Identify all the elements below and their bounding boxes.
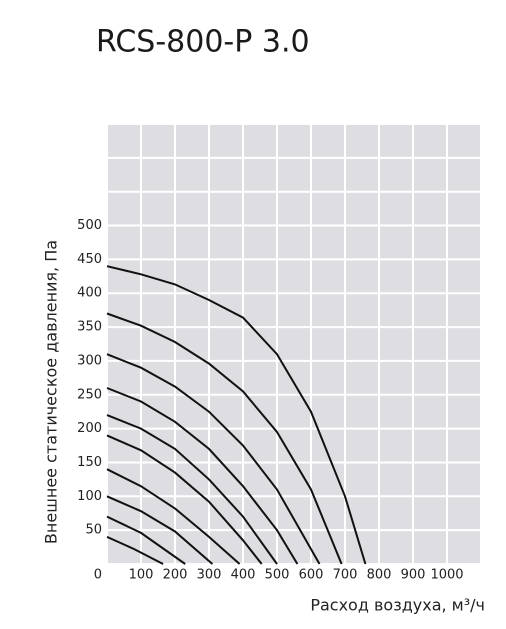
y-tick-label: 250 xyxy=(77,387,102,402)
curve xyxy=(106,265,367,565)
y-tick-label: 450 xyxy=(77,252,102,267)
curve xyxy=(106,515,186,565)
y-tick-label: 0 xyxy=(94,568,102,583)
curve xyxy=(106,434,263,565)
y-tick-label: 350 xyxy=(77,320,102,335)
x-tick-label: 1000 xyxy=(430,568,463,583)
y-tick-label: 300 xyxy=(77,353,102,368)
x-tick-label: 700 xyxy=(333,568,358,583)
y-tick-label: 100 xyxy=(77,489,102,504)
x-tick-label: 400 xyxy=(231,568,256,583)
chart-title: RCS-800-P 3.0 xyxy=(96,25,310,60)
y-tick-label: 200 xyxy=(77,421,102,436)
y-tick-label: 500 xyxy=(77,218,102,233)
curve xyxy=(106,353,321,565)
x-tick-label: 800 xyxy=(367,568,392,583)
x-tick-label: 300 xyxy=(197,568,222,583)
x-tick-label: 200 xyxy=(163,568,188,583)
x-tick-label: 100 xyxy=(129,568,154,583)
x-tick-label: 500 xyxy=(265,568,290,583)
y-axis-label: Внешнее статическое давления, Па xyxy=(42,240,61,544)
curve xyxy=(106,387,299,565)
curve xyxy=(106,312,343,565)
y-tick-label: 150 xyxy=(77,455,102,470)
curve xyxy=(106,535,164,565)
y-tick-label: 50 xyxy=(85,523,102,538)
x-axis-label: Расход воздуха, м³/ч xyxy=(310,596,485,615)
y-tick-label: 400 xyxy=(77,286,102,301)
curve xyxy=(106,414,278,565)
plot-background xyxy=(107,124,481,564)
curve xyxy=(106,468,241,565)
x-tick-label: 600 xyxy=(299,568,324,583)
x-tick-label: 900 xyxy=(401,568,426,583)
curve xyxy=(106,495,214,565)
